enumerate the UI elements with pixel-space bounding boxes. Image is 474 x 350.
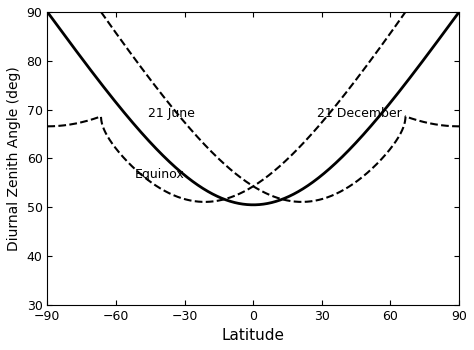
Text: 21 December: 21 December [317, 107, 402, 120]
X-axis label: Latitude: Latitude [222, 328, 285, 343]
Y-axis label: Diurnal Zenith Angle (deg): Diurnal Zenith Angle (deg) [7, 66, 21, 251]
Text: Equinox: Equinox [134, 168, 184, 181]
Text: 21 June: 21 June [148, 107, 195, 120]
